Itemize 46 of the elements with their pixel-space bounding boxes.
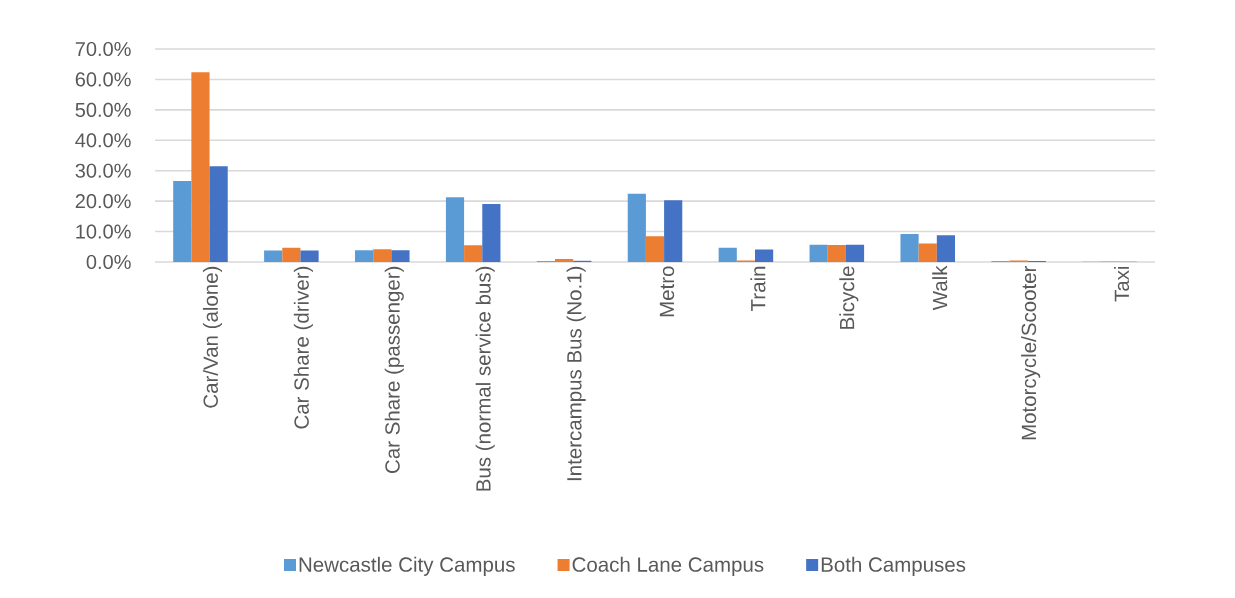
- bar: [209, 166, 228, 262]
- bar: [191, 72, 210, 262]
- bar: [391, 250, 410, 262]
- x-tick-label: Car/Van (alone): [202, 266, 223, 408]
- legend-label: Both Campuses: [821, 556, 966, 576]
- y-tick-label: 70.0%: [75, 41, 131, 57]
- legend-label: Coach Lane Campus: [572, 556, 764, 576]
- bar: [355, 250, 374, 262]
- bar: [755, 249, 774, 262]
- y-tick-label: 60.0%: [75, 72, 131, 87]
- x-tick-label: Motorcycle/Scooter: [1021, 265, 1041, 440]
- bar: [827, 244, 846, 262]
- x-tick-label: Bicycle: [839, 266, 859, 329]
- bar: [300, 250, 319, 262]
- x-tick-label: Metro: [659, 266, 675, 317]
- x-tick-label: Intercampus Bus (No.1): [566, 266, 586, 481]
- bar: [918, 243, 937, 262]
- y-tick-label: 30.0%: [75, 163, 131, 178]
- bar: [936, 235, 955, 262]
- bar: [845, 244, 865, 262]
- x-tick-label: Walk: [932, 265, 948, 311]
- y-tick-label: 40.0%: [75, 133, 131, 148]
- y-tick-label: 0.0%: [86, 254, 131, 270]
- bar: [627, 193, 646, 262]
- bar: [718, 247, 737, 262]
- x-tick-label: Car Share (passenger): [384, 266, 404, 474]
- y-tick-label: 50.0%: [75, 102, 131, 117]
- bar: [445, 197, 465, 262]
- bar: [173, 181, 192, 262]
- y-tick-label: 20.0%: [75, 194, 131, 209]
- bar: [482, 203, 501, 262]
- bar: [264, 250, 283, 262]
- x-tick-label: Train: [750, 266, 766, 312]
- x-tick-label: Taxi: [1114, 266, 1130, 302]
- x-tick-label: Bus (normal service bus): [475, 266, 495, 491]
- legend-label: Newcastle City Campus: [299, 556, 515, 576]
- bar: [464, 245, 483, 262]
- bar: [645, 236, 665, 262]
- bar: [373, 249, 392, 262]
- bar: [282, 247, 301, 262]
- y-tick-label: 10.0%: [76, 224, 131, 239]
- bar: [664, 200, 683, 262]
- bar: [555, 258, 574, 262]
- bar: [900, 234, 919, 262]
- x-tick-label: Car Share (driver): [293, 266, 313, 429]
- bar: [809, 244, 828, 262]
